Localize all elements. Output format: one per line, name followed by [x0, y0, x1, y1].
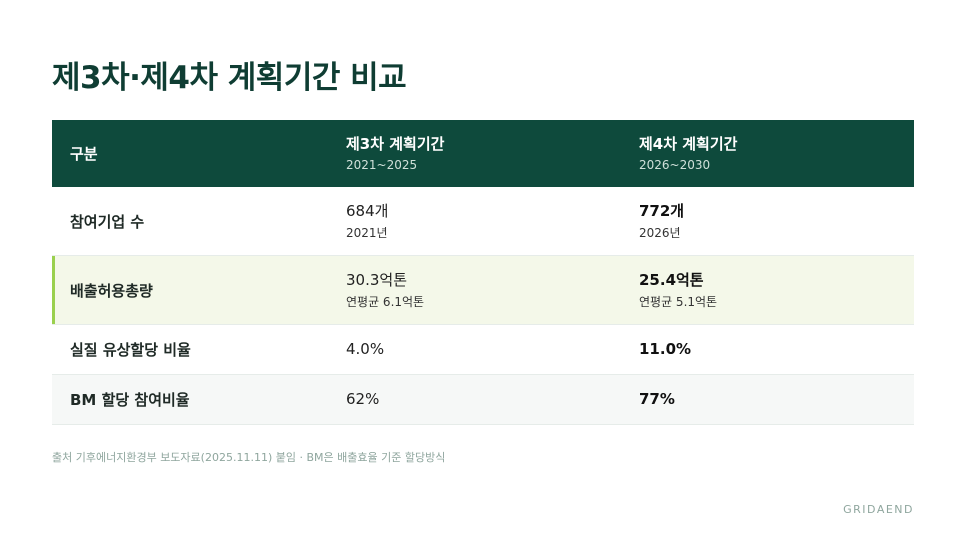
row-label: 실질 유상할당 비율 — [70, 341, 191, 359]
phase3-value: 4.0% — [346, 340, 385, 358]
phase4-value: 25.4억톤 — [639, 270, 704, 289]
phase3-cell: 4.0% — [346, 339, 639, 360]
phase4-sub: 연평균 5.1억톤 — [639, 294, 718, 309]
header-phase4: 제4차 계획기간 2026~2030 — [639, 134, 914, 174]
header-phase4-title: 제4차 계획기간 — [639, 134, 738, 153]
phase3-cell: 684개 2021년 — [346, 201, 639, 242]
source-footnote: 출처 기후에너지환경부 보도자료(2025.11.11) 붙임 · BM은 배출… — [52, 451, 446, 464]
phase4-value: 772개 — [639, 201, 685, 220]
phase4-value: 77% — [639, 390, 675, 408]
header-phase3-period: 2021~2025 — [346, 157, 418, 172]
comparison-table: 구분 제3차 계획기간 2021~2025 제4차 계획기간 2026~2030… — [52, 120, 914, 425]
header-phase4-period: 2026~2030 — [639, 157, 711, 172]
header-phase3: 제3차 계획기간 2021~2025 — [346, 134, 639, 174]
phase4-sub: 2026년 — [639, 225, 681, 240]
header-phase3-title: 제3차 계획기간 — [346, 134, 445, 153]
phase4-cell: 25.4억톤 연평균 5.1억톤 — [639, 270, 914, 311]
page-title: 제3차·제4차 계획기간 비교 — [52, 60, 407, 96]
phase3-value: 62% — [346, 390, 380, 408]
row-label: BM 할당 참여비율 — [70, 391, 190, 409]
phase3-value: 684개 — [346, 201, 389, 220]
table-row: BM 할당 참여비율 62% 77% — [52, 375, 914, 425]
phase3-cell: 62% — [346, 389, 639, 410]
phase3-sub: 2021년 — [346, 225, 388, 240]
row-label: 배출허용총량 — [70, 281, 153, 300]
header-category: 구분 — [70, 145, 98, 163]
table-row-highlighted: 배출허용총량 30.3억톤 연평균 6.1억톤 25.4억톤 연평균 5.1억톤 — [52, 256, 914, 325]
highlight-accent-bar — [52, 256, 55, 324]
phase3-cell: 30.3억톤 연평균 6.1억톤 — [346, 270, 639, 311]
row-label: 참여기업 수 — [70, 212, 145, 231]
table-row: 참여기업 수 684개 2021년 772개 2026년 — [52, 187, 914, 256]
phase4-cell: 77% — [639, 389, 914, 410]
table-row: 실질 유상할당 비율 4.0% 11.0% — [52, 325, 914, 375]
phase4-cell: 772개 2026년 — [639, 201, 914, 242]
phase4-value: 11.0% — [639, 340, 692, 358]
phase4-cell: 11.0% — [639, 339, 914, 360]
brand-logo-text: GRIDAEND — [843, 503, 914, 516]
phase3-value: 30.3억톤 — [346, 270, 407, 289]
phase3-sub: 연평균 6.1억톤 — [346, 294, 425, 309]
table-header: 구분 제3차 계획기간 2021~2025 제4차 계획기간 2026~2030 — [52, 120, 914, 187]
